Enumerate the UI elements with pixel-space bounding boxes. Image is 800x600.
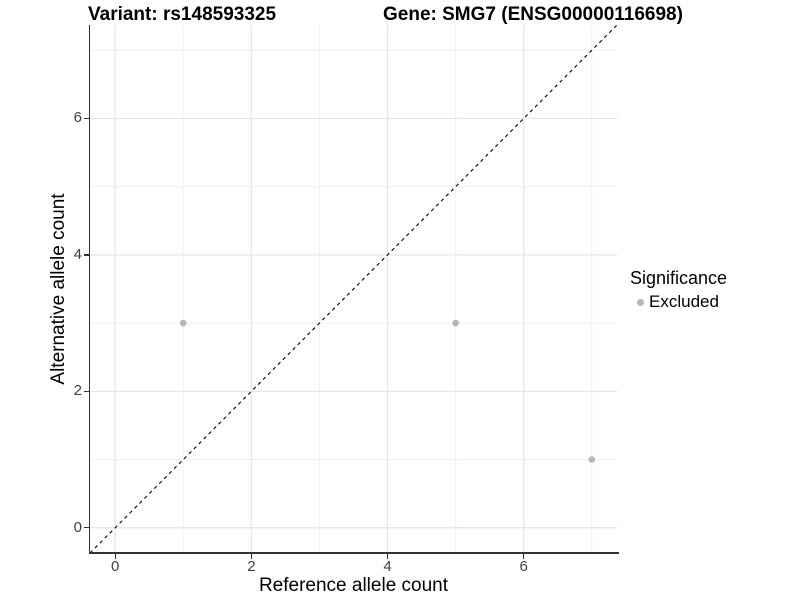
- excluded-point-icon: [637, 298, 644, 306]
- y-tick-mark: [83, 527, 89, 529]
- legend-item-excluded: Excluded: [637, 292, 727, 312]
- data-point: [588, 456, 596, 463]
- x-tick-mark: [386, 553, 389, 559]
- x-tick-label: 6: [519, 558, 528, 575]
- x-tick-mark: [250, 553, 252, 559]
- y-tick-label: 4: [73, 245, 82, 263]
- x-tick-label: 2: [247, 558, 256, 575]
- plot-panel: [90, 25, 617, 553]
- identity-line: [90, 25, 617, 553]
- x-tick-label: 0: [111, 558, 120, 575]
- y-tick-mark: [83, 117, 89, 120]
- x-axis-title: Reference allele count: [258, 575, 449, 596]
- y-tick-label: 2: [73, 382, 82, 400]
- plot-panel-svg: [90, 25, 617, 553]
- y-axis-title: Alternative allele count: [48, 193, 69, 385]
- plot-title-variant: Variant: rs148593325: [88, 4, 277, 25]
- y-tick-mark: [83, 390, 89, 392]
- x-tick-label: 4: [383, 558, 392, 575]
- x-tick-mark: [523, 553, 525, 559]
- y-tick-mark: [83, 254, 89, 256]
- legend: Significance Excluded: [630, 268, 727, 312]
- y-axis-line: [88, 25, 90, 554]
- x-axis-line: [88, 552, 619, 554]
- data-point: [179, 319, 187, 327]
- data-point: [452, 319, 459, 327]
- plot-title-gene: Gene: SMG7 (ENSG00000116698): [383, 4, 683, 25]
- legend-item-label: Excluded: [649, 292, 719, 311]
- x-tick-mark: [114, 553, 116, 559]
- y-tick-label: 6: [73, 109, 82, 127]
- legend-title: Significance: [630, 268, 728, 288]
- y-tick-label: 0: [73, 518, 82, 536]
